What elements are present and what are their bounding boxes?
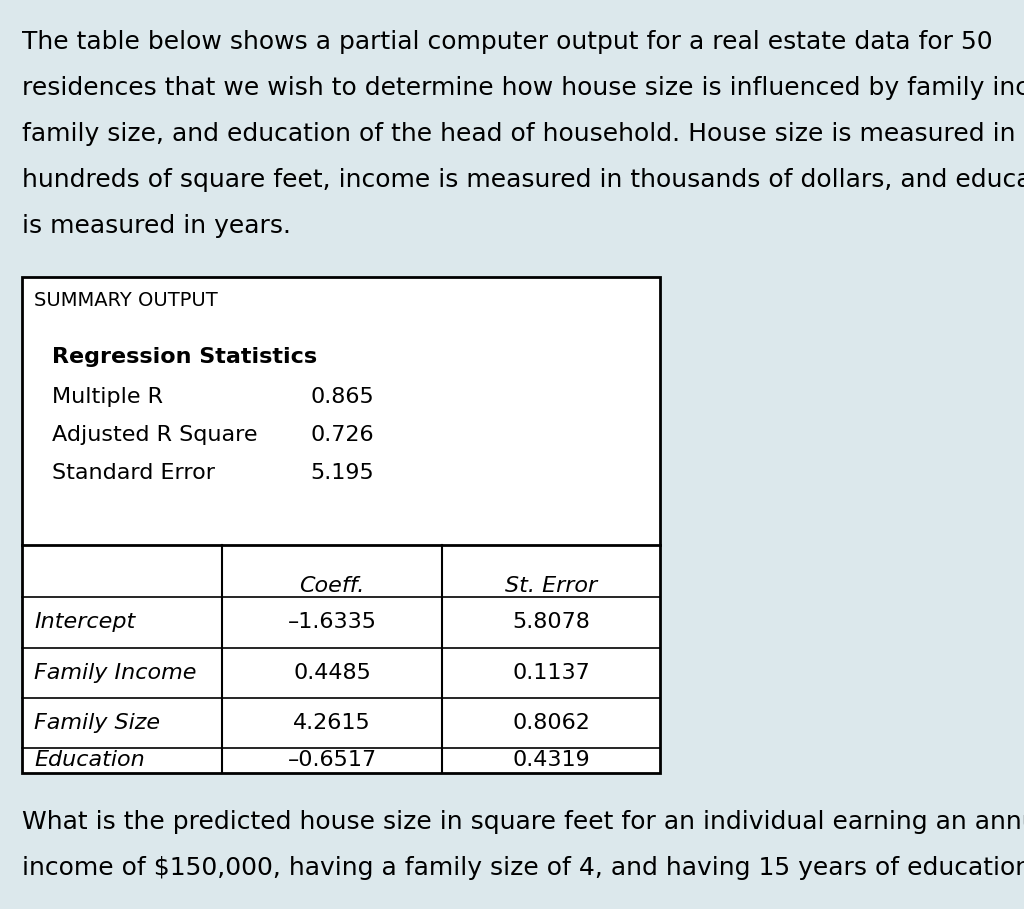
Text: Multiple R: Multiple R <box>52 387 163 407</box>
Text: 0.4485: 0.4485 <box>293 663 371 683</box>
Text: Adjusted R Square: Adjusted R Square <box>52 425 257 445</box>
Text: 0.4319: 0.4319 <box>512 751 590 771</box>
Text: Standard Error: Standard Error <box>52 463 215 483</box>
Text: Family Size: Family Size <box>34 713 160 733</box>
Text: 0.1137: 0.1137 <box>512 663 590 683</box>
Text: Intercept: Intercept <box>34 613 135 633</box>
Text: 0.726: 0.726 <box>310 425 374 445</box>
Text: 5.8078: 5.8078 <box>512 613 590 633</box>
Text: 4.2615: 4.2615 <box>293 713 371 733</box>
Text: Coeff.: Coeff. <box>299 576 365 596</box>
Text: –0.6517: –0.6517 <box>288 751 377 771</box>
Text: is measured in years.: is measured in years. <box>22 214 291 238</box>
Text: residences that we wish to determine how house size is influenced by family inco: residences that we wish to determine how… <box>22 76 1024 100</box>
Text: 5.195: 5.195 <box>310 463 374 483</box>
Text: –1.6335: –1.6335 <box>288 613 377 633</box>
Text: 0.8062: 0.8062 <box>512 713 590 733</box>
Text: family size, and education of the head of household. House size is measured in: family size, and education of the head o… <box>22 122 1016 146</box>
Bar <box>22 277 660 773</box>
Text: Education: Education <box>34 751 144 771</box>
Text: income of $150,000, having a family size of 4, and having 15 years of education?: income of $150,000, having a family size… <box>22 856 1024 880</box>
Text: The table below shows a partial computer output for a real estate data for 50: The table below shows a partial computer… <box>22 30 992 54</box>
Text: St. Error: St. Error <box>505 576 597 596</box>
Text: 0.865: 0.865 <box>310 387 374 407</box>
Text: SUMMARY OUTPUT: SUMMARY OUTPUT <box>34 291 218 310</box>
Text: hundreds of square feet, income is measured in thousands of dollars, and educati: hundreds of square feet, income is measu… <box>22 168 1024 192</box>
Text: What is the predicted house size in square feet for an individual earning an ann: What is the predicted house size in squa… <box>22 810 1024 834</box>
Text: Regression Statistics: Regression Statistics <box>52 347 317 367</box>
Text: Family Income: Family Income <box>34 663 197 683</box>
